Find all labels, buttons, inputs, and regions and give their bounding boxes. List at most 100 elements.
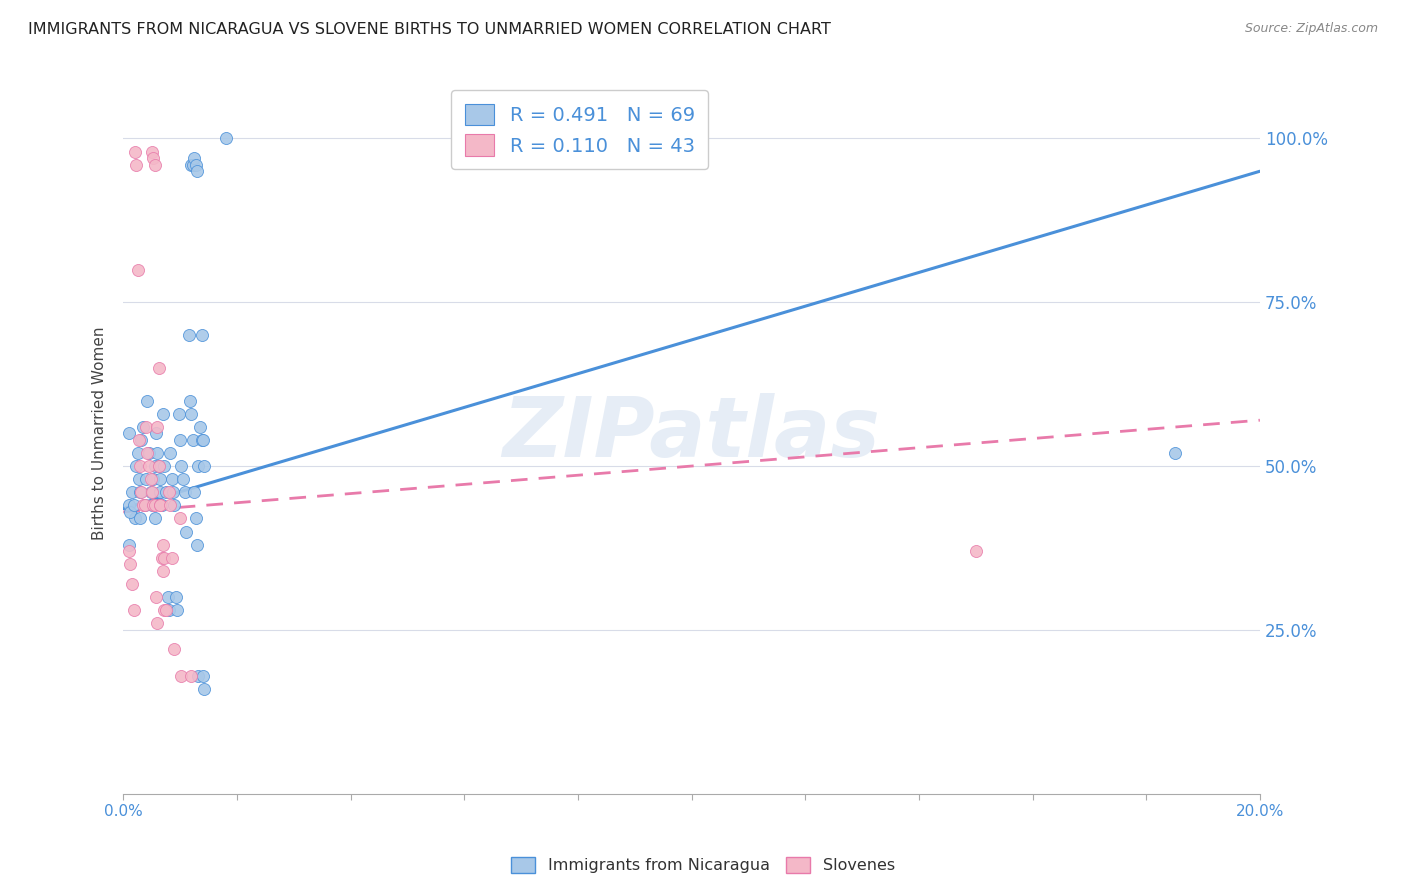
Point (157, 603, 180, 617)
Point (184, 511, 207, 525)
Point (159, 499, 181, 513)
Point (129, 511, 152, 525)
Point (118, 544, 141, 558)
Point (186, 164, 208, 178)
Point (149, 472, 172, 486)
Point (132, 419, 155, 434)
Point (129, 458, 152, 473)
Point (965, 544, 987, 558)
Point (136, 446, 159, 460)
Point (179, 393, 201, 408)
Point (135, 419, 157, 434)
Point (163, 499, 186, 513)
Point (129, 485, 152, 500)
Point (190, 433, 212, 447)
Point (141, 485, 163, 500)
Point (125, 458, 148, 473)
Point (150, 550, 173, 565)
Point (143, 511, 166, 525)
Point (186, 538, 208, 552)
Point (152, 407, 174, 421)
Point (145, 590, 167, 604)
Point (162, 485, 184, 500)
Point (122, 499, 145, 513)
Point (159, 446, 181, 460)
Point (142, 151, 165, 165)
Point (181, 433, 204, 447)
Text: Source: ZipAtlas.com: Source: ZipAtlas.com (1244, 22, 1378, 36)
Point (150, 499, 173, 513)
Point (172, 472, 194, 486)
Point (136, 393, 159, 408)
Point (146, 616, 169, 631)
Point (142, 499, 165, 513)
Point (174, 524, 197, 539)
Point (149, 499, 172, 513)
Text: ZIPatlas: ZIPatlas (503, 392, 880, 474)
Point (169, 511, 191, 525)
Point (143, 458, 166, 473)
Point (139, 472, 162, 486)
Point (125, 158, 148, 172)
Point (166, 603, 188, 617)
Point (183, 151, 205, 165)
Point (170, 458, 193, 473)
Point (169, 433, 191, 447)
Point (165, 590, 187, 604)
Point (180, 158, 202, 172)
Point (153, 603, 176, 617)
Point (193, 458, 215, 473)
Point (177, 328, 200, 343)
Point (120, 558, 142, 572)
Point (132, 499, 155, 513)
Point (214, 131, 236, 145)
Point (181, 158, 204, 172)
Point (122, 603, 145, 617)
Point (118, 538, 141, 552)
Point (134, 499, 156, 513)
Point (190, 328, 212, 343)
Point (173, 485, 195, 500)
Point (120, 505, 142, 519)
Point (135, 472, 157, 486)
Point (124, 145, 146, 159)
Point (131, 433, 153, 447)
Point (191, 433, 214, 447)
Point (127, 446, 149, 460)
Point (124, 511, 146, 525)
Point (118, 499, 141, 513)
Point (153, 458, 176, 473)
Point (138, 458, 160, 473)
Point (191, 668, 214, 682)
Point (121, 577, 143, 591)
Point (163, 642, 186, 657)
Point (187, 458, 209, 473)
Point (157, 485, 180, 500)
Point (148, 458, 170, 473)
Point (183, 485, 205, 500)
Point (152, 564, 174, 578)
Point (128, 472, 150, 486)
Point (187, 668, 209, 682)
Point (149, 499, 172, 513)
Point (134, 499, 156, 513)
Point (155, 485, 177, 500)
Point (143, 499, 166, 513)
Point (153, 550, 176, 565)
Point (152, 538, 174, 552)
Point (141, 499, 163, 513)
Point (170, 668, 193, 682)
Point (121, 485, 143, 500)
Point (139, 485, 162, 500)
Legend: Immigrants from Nicaragua, Slovenes: Immigrants from Nicaragua, Slovenes (505, 850, 901, 880)
Point (148, 458, 170, 473)
Point (146, 419, 169, 434)
Point (167, 407, 190, 421)
Point (160, 550, 183, 565)
Point (145, 426, 167, 441)
Point (188, 419, 211, 434)
Point (149, 485, 172, 500)
Legend: R = 0.491   N = 69, R = 0.110   N = 43: R = 0.491 N = 69, R = 0.110 N = 43 (451, 90, 709, 169)
Point (160, 472, 183, 486)
Point (180, 668, 202, 682)
